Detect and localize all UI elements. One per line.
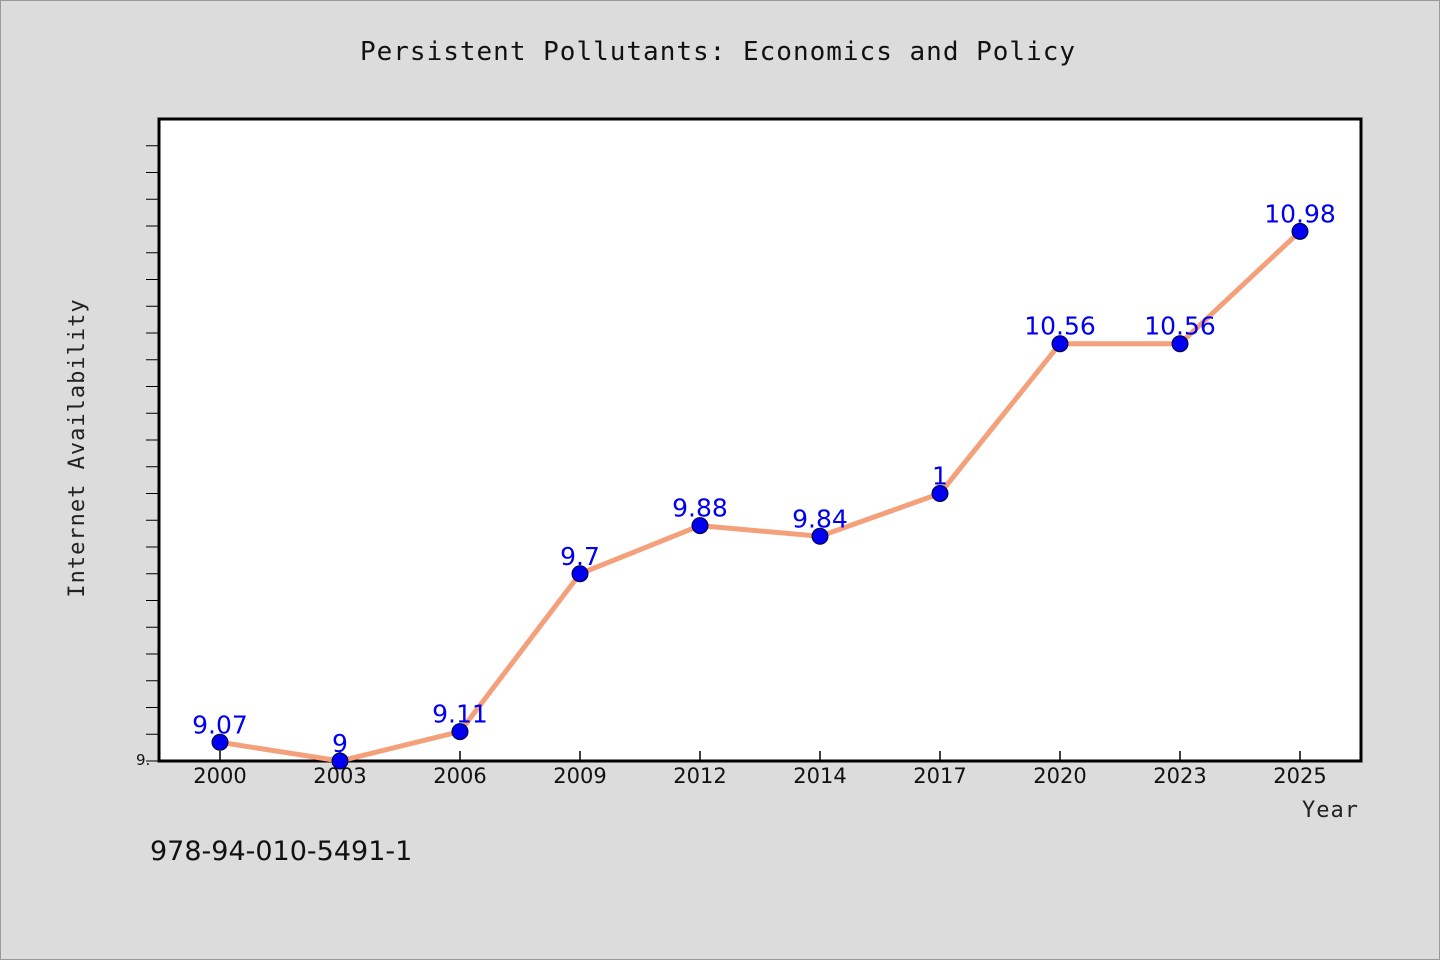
data-point	[211, 733, 229, 751]
data-label-layer: 9.07 9 9.11 9.7 9.88 9.84 1 10.56 10.56 10.98	[192, 199, 1336, 758]
plot-area	[157, 117, 1363, 763]
y-tick-label: 9.	[136, 751, 150, 769]
marker-layer	[211, 222, 1309, 770]
isbn-annotation: 978-94-010-5491-1	[150, 836, 413, 867]
series-line	[217, 228, 1303, 764]
data-point	[811, 527, 829, 545]
data-point	[1051, 335, 1069, 353]
y-axis-label: Internet Availability	[65, 298, 90, 597]
data-label: 9.7	[560, 542, 600, 571]
x-tick-label: 2000	[193, 764, 246, 788]
data-point	[691, 517, 709, 535]
x-tick-label: 2017	[913, 764, 966, 788]
series-layer	[217, 228, 1303, 764]
data-label: 9.84	[792, 504, 848, 533]
x-tick-label: 2020	[1033, 764, 1086, 788]
data-label: 10.98	[1264, 199, 1336, 228]
data-label: 9	[332, 729, 348, 758]
x-tick-label: 2023	[1153, 764, 1206, 788]
y-axis-ticks	[146, 145, 159, 762]
data-label: 9.88	[672, 494, 728, 523]
x-tick-label: 2012	[673, 764, 726, 788]
x-tick-label: 2014	[793, 764, 846, 788]
x-axis-ticks: 2000 2003 2006 2009 2012 2014 2017 2020 2023 2025	[193, 751, 1327, 788]
x-tick-label: 2009	[553, 764, 606, 788]
data-label: 1	[932, 462, 948, 491]
data-label: 9.11	[432, 700, 488, 729]
data-point	[331, 752, 349, 770]
data-point	[571, 565, 589, 583]
data-label: 9.07	[192, 710, 248, 739]
x-axis-label: Year	[1302, 798, 1359, 823]
data-point	[451, 723, 469, 741]
data-point	[931, 485, 949, 502]
data-point	[1171, 335, 1189, 353]
data-label: 10.56	[1024, 312, 1096, 341]
data-point	[1291, 222, 1309, 240]
x-tick-label: 2006	[433, 764, 486, 788]
chart-title: Persistent Pollutants: Economics and Pol…	[360, 37, 1076, 67]
data-label: 10.56	[1144, 312, 1216, 341]
x-tick-label: 2025	[1273, 764, 1326, 788]
